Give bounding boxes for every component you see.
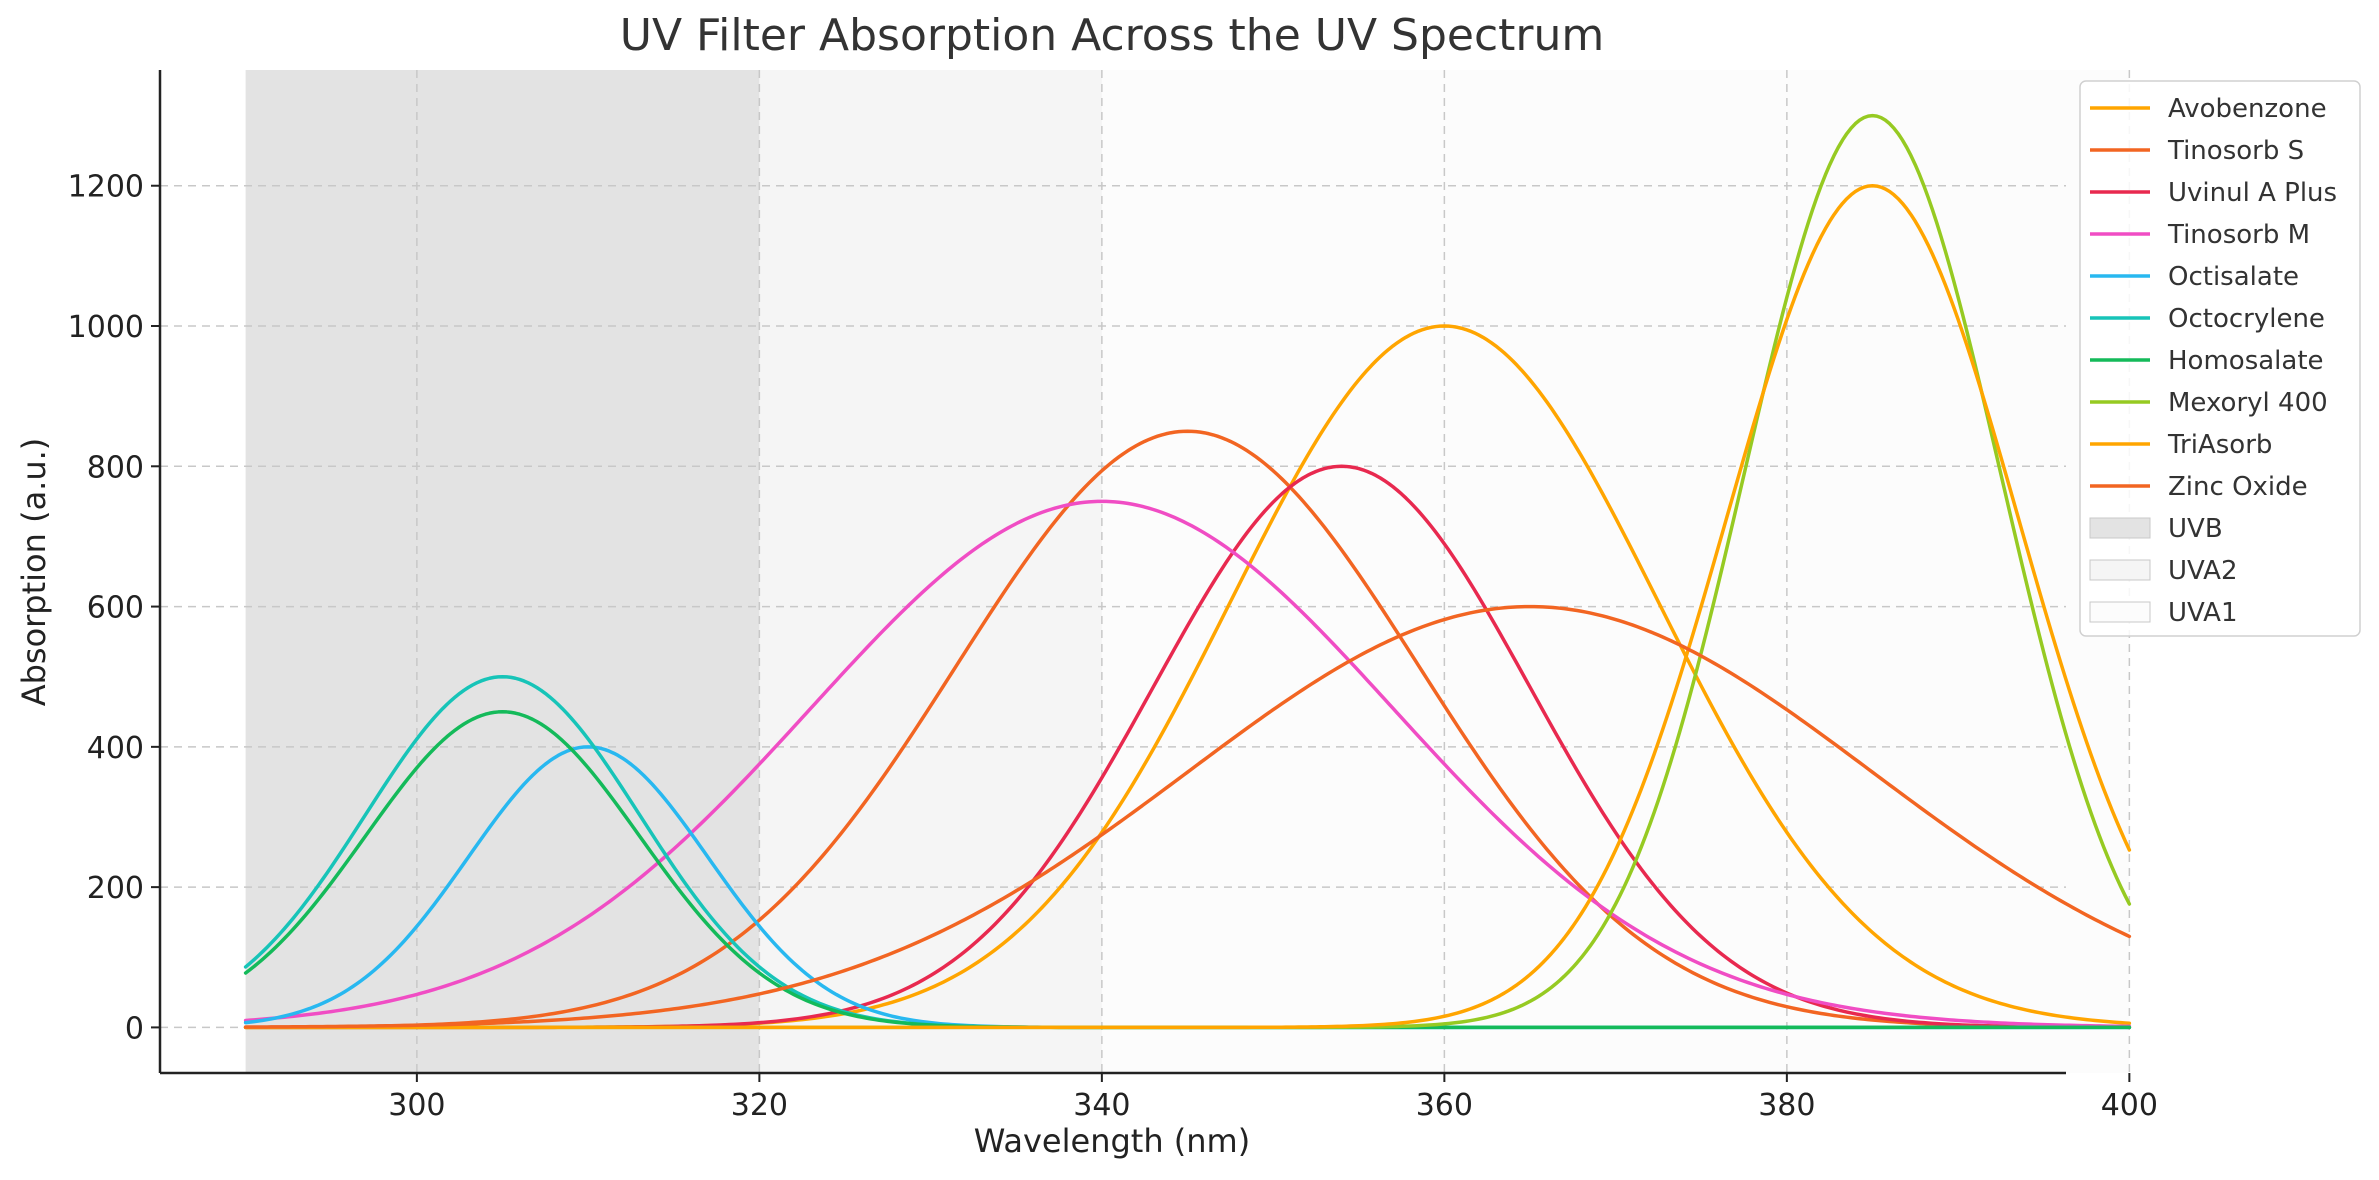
legend-swatch — [2089, 517, 2151, 539]
x-tick-label: 360 — [1416, 1088, 1473, 1123]
legend-swatch — [2089, 601, 2151, 623]
y-tick-label: 600 — [87, 591, 144, 626]
legend-item-homosalate: Homosalate — [2090, 346, 2324, 376]
y-tick-label: 1000 — [68, 310, 144, 345]
legend-label: Uvinul A Plus — [2168, 178, 2337, 208]
series-line-tinosorb-m — [243, 499, 2132, 1029]
plot-area — [160, 70, 2132, 1073]
legend-label: UVA1 — [2168, 598, 2237, 628]
region-uvb — [245, 70, 760, 1073]
legend-label: Mexoryl 400 — [2168, 388, 2328, 418]
legend-item-uvb: UVB — [2089, 514, 2223, 544]
series-line-tinosorb-s — [243, 429, 2132, 1030]
legend-box — [2079, 80, 2361, 637]
legend-label: Zinc Oxide — [2168, 472, 2308, 502]
chart-title: UV Filter Absorption Across the UV Spect… — [620, 10, 1605, 61]
legend-label: Avobenzone — [2168, 94, 2327, 124]
x-tick-label: 300 — [388, 1088, 445, 1123]
series-line-zinc-oxide — [243, 604, 2132, 1029]
y-ticks: 0 200 400 600 800 1000 1200 — [68, 170, 160, 1046]
x-axis-label: Wavelength (nm) — [974, 1122, 1250, 1160]
legend-item-uva1: UVA1 — [2089, 598, 2237, 628]
legend-item-tinosorb-s: Tinosorb S — [2090, 136, 2304, 166]
legend-items: Avobenzone Tinosorb S Uvinul A Plus Tinosor… — [2089, 94, 2337, 628]
legend-label: Octocrylene — [2168, 304, 2325, 334]
y-axis-label: Absorption (a.u.) — [15, 438, 53, 707]
legend-item-octocrylene: Octocrylene — [2090, 304, 2325, 334]
region-uva2 — [759, 70, 1102, 1073]
spectrum-regions — [245, 70, 2130, 1073]
legend-item-uva2: UVA2 — [2089, 556, 2237, 586]
axes: 300 320 340 360 380 400 0 200 400 600 800 1000 1200 — [68, 70, 2158, 1123]
legend-label: Tinosorb M — [2167, 220, 2310, 250]
legend-item-triasorb: TriAsorb — [2090, 430, 2272, 460]
legend-swatch — [2089, 559, 2151, 581]
y-tick-label: 1200 — [68, 170, 144, 205]
legend-item-zinc-oxide: Zinc Oxide — [2090, 472, 2308, 502]
x-ticks: 300 320 340 360 380 400 — [388, 1073, 2158, 1123]
series-lines — [243, 113, 2132, 1030]
x-tick-label: 400 — [2101, 1088, 2158, 1123]
legend-label: UVB — [2168, 514, 2223, 544]
x-tick-label: 320 — [731, 1088, 788, 1123]
x-tick-label: 340 — [1073, 1088, 1130, 1123]
x-tick-label: 380 — [1758, 1088, 1815, 1123]
y-tick-label: 0 — [125, 1011, 144, 1046]
legend-item-tinosorb-m: Tinosorb M — [2090, 220, 2310, 250]
legend-item-uvinul-a-plus: Uvinul A Plus — [2090, 178, 2337, 208]
y-tick-label: 800 — [87, 450, 144, 485]
y-tick-label: 400 — [87, 731, 144, 766]
legend-item-octisalate: Octisalate — [2090, 262, 2299, 292]
legend-label: Homosalate — [2168, 346, 2324, 376]
legend-item-mexoryl-400: Mexoryl 400 — [2090, 388, 2328, 418]
legend-label: Octisalate — [2168, 262, 2299, 292]
legend: Avobenzone Tinosorb S Uvinul A Plus Tinosor… — [2079, 80, 2361, 637]
series-line-triasorb — [243, 183, 2132, 1030]
y-tick-label: 200 — [87, 871, 144, 906]
legend-label: Tinosorb S — [2167, 136, 2304, 166]
legend-label: UVA2 — [2168, 556, 2237, 586]
legend-label: TriAsorb — [2167, 430, 2272, 460]
legend-item-avobenzone: Avobenzone — [2090, 94, 2327, 124]
